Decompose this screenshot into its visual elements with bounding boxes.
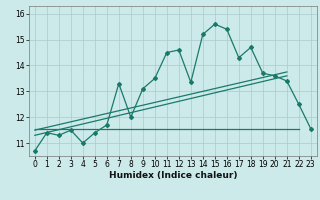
X-axis label: Humidex (Indice chaleur): Humidex (Indice chaleur) — [108, 171, 237, 180]
